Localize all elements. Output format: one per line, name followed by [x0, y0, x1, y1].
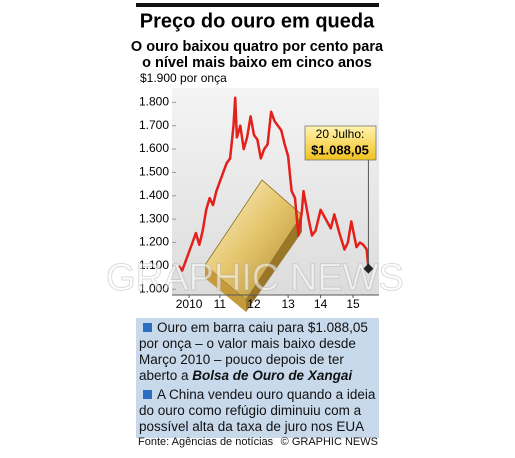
- note-emphasis: Bolsa de Ouro de Xangai: [192, 368, 353, 383]
- watermark: GRAPHIC NEWS: [106, 257, 404, 299]
- gold-bar: [204, 179, 303, 312]
- x-tick-label: 12: [247, 297, 261, 311]
- y-tick-label: $1.900 por onça: [140, 71, 227, 85]
- subtitle: o nível mais baixo em cinco anos: [142, 55, 372, 71]
- y-tick-label: 1.600: [139, 141, 169, 155]
- chart-title: Preço do ouro em queda: [140, 10, 375, 32]
- y-tick-label: 1.400: [139, 188, 169, 202]
- price-line: [177, 96, 370, 272]
- end-marker: [363, 263, 374, 274]
- y-tick-label: 1.100: [139, 258, 169, 272]
- y-tick-label: 1.700: [139, 118, 169, 132]
- annotation-date: 20 Julho:: [316, 127, 365, 141]
- x-tick-label: 15: [346, 297, 360, 311]
- y-tick-label: 1.300: [139, 211, 169, 225]
- note-text: Ouro em barra caiu para $1.088,05 por on…: [139, 320, 368, 383]
- source: Fonte: Agências de notícias: [138, 436, 274, 448]
- annotation-price: $1.088,05: [311, 142, 369, 157]
- y-tick-label: 1.800: [139, 95, 169, 109]
- y-tick-label: 1.500: [139, 165, 169, 179]
- annotation-box: [304, 125, 377, 161]
- x-tick-label: 2010: [176, 297, 203, 311]
- note: A China vendeu ouro quando a ideia do ou…: [136, 385, 379, 438]
- credit: © GRAPHIC NEWS: [280, 436, 378, 448]
- x-tick-label: 11: [214, 297, 227, 311]
- y-tick-label: 1.200: [139, 235, 169, 249]
- y-tick-label: 1.000: [139, 281, 169, 295]
- top-rule: [136, 3, 379, 7]
- subtitle: O ouro baixou quatro por cento para: [131, 39, 384, 55]
- annotation: 20 Julho: $1.088,05: [304, 125, 377, 161]
- note: Ouro em barra caiu para $1.088,05 por on…: [136, 318, 379, 387]
- footer: Fonte: Agências de notícias © GRAPHIC NEW…: [138, 436, 378, 448]
- note-text: A China vendeu ouro quando a ideia do ou…: [139, 387, 376, 434]
- x-tick-label: 13: [281, 297, 295, 311]
- x-tick-label: 14: [314, 297, 328, 311]
